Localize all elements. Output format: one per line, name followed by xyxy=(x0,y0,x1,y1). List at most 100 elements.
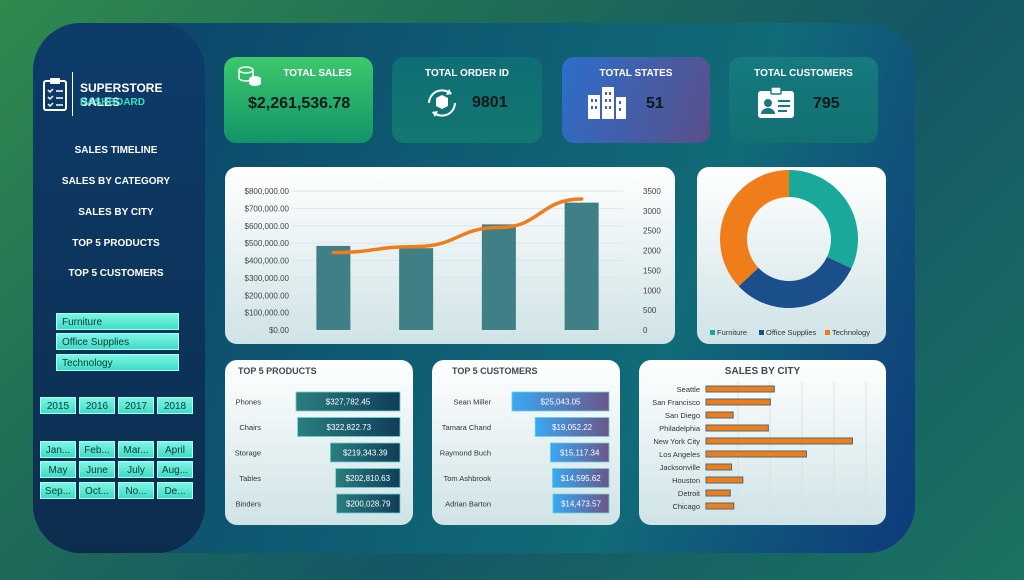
month-slicer-mar[interactable]: Mar... xyxy=(118,441,154,458)
timeline-bar xyxy=(564,202,599,330)
bar xyxy=(297,417,401,437)
month-slicer-feb[interactable]: Feb... xyxy=(79,441,115,458)
month-slicer-may[interactable]: May xyxy=(40,461,76,478)
bar-value-label: $19,052.22 xyxy=(552,423,593,432)
bar-category-label: Raymond Buch xyxy=(440,449,491,458)
city-label: Seattle xyxy=(677,385,700,394)
bar-value-label: $14,595.62 xyxy=(561,474,602,483)
bar xyxy=(330,442,401,463)
bar-category-label: Sean Miller xyxy=(453,398,491,407)
month-slicer-jun[interactable]: June xyxy=(79,461,115,478)
year-slicer-2018[interactable]: 2018 xyxy=(157,397,193,414)
year-slicer-2017[interactable]: 2017 xyxy=(118,397,154,414)
year-slicer-2016[interactable]: 2016 xyxy=(79,397,115,414)
y-tick-label: $500,000.00 xyxy=(245,239,290,248)
category-slicer-technology[interactable]: Technology xyxy=(56,354,179,371)
kpi-total-order-id-label: TOTAL ORDER ID xyxy=(425,68,509,79)
bar-value-label: $219,343.39 xyxy=(343,449,388,458)
y-tick-label: $0.00 xyxy=(269,326,290,335)
timeline-bar xyxy=(316,245,351,330)
y2-tick-label: 3500 xyxy=(643,187,661,196)
bar xyxy=(534,417,610,437)
month-slicer-oct[interactable]: Oct... xyxy=(79,482,115,499)
city-bar xyxy=(705,385,775,393)
kpi-total-states: TOTAL STATES 51 xyxy=(562,57,710,143)
sales-by-city-chart: Seattle San Francisco San Diego Philadelphi… xyxy=(652,382,867,516)
bar-category-label: Binders xyxy=(236,500,262,509)
bar-value-label: $327,782.45 xyxy=(326,398,371,407)
id-card-icon xyxy=(757,86,795,124)
bar xyxy=(335,468,401,488)
kpi-total-customers-value: 795 xyxy=(813,95,840,112)
kpi-total-sales-label: TOTAL SALES xyxy=(283,68,352,79)
timeline-bar xyxy=(399,248,434,330)
nav-sales-timeline[interactable]: SALES TIMELINE xyxy=(74,145,158,156)
month-slicer-aug[interactable]: Aug... xyxy=(157,461,193,478)
city-bar xyxy=(705,476,744,484)
donut-slice xyxy=(720,170,789,287)
legend-label: Furniture xyxy=(717,328,747,337)
legend-label: Technology xyxy=(832,328,870,337)
bar-category-label: Storage xyxy=(235,449,261,458)
kpi-total-order-id: TOTAL ORDER ID 9801 xyxy=(392,57,542,143)
category-slicer-office-supplies[interactable]: Office Supplies xyxy=(56,333,179,350)
clipboard-icon xyxy=(42,76,68,117)
city-bar xyxy=(705,411,734,419)
legend-swatch xyxy=(759,330,764,335)
sales-by-category-chart: Furniture Office Supplies Technology xyxy=(710,170,870,337)
bar-value-label: $202,810.63 xyxy=(346,474,391,483)
nav-sales-by-city[interactable]: SALES BY CITY xyxy=(78,207,154,218)
nav-top-5-products[interactable]: TOP 5 PRODUCTS xyxy=(72,238,160,249)
bar-category-label: Tamara Chand xyxy=(442,423,491,432)
legend-swatch xyxy=(710,330,715,335)
package-cycle-icon xyxy=(423,84,461,127)
city-label: San Francisco xyxy=(652,398,700,407)
city-bar xyxy=(705,424,769,432)
month-slicer-jan[interactable]: Jan... xyxy=(40,441,76,458)
top-5-products-chart: Phones $327,782.45 Chairs $322,822.73 Storag… xyxy=(235,391,401,514)
city-label: San Diego xyxy=(665,411,700,420)
month-slicer-jul[interactable]: July xyxy=(118,461,154,478)
bar xyxy=(511,391,610,412)
brand-subtitle: DASHBOARD xyxy=(80,97,145,108)
top-5-customers-card: TOP 5 CUSTOMERS Sean Miller $25,043.05 Tam… xyxy=(432,360,620,525)
coins-icon xyxy=(238,65,262,92)
donut-slice xyxy=(789,170,858,269)
nav-top-5-customers[interactable]: TOP 5 CUSTOMERS xyxy=(68,268,164,279)
y-tick-label: $100,000.00 xyxy=(245,309,290,318)
month-slicer-sep[interactable]: Sep... xyxy=(40,482,76,499)
y2-tick-label: 2500 xyxy=(643,227,661,236)
city-label: New York City xyxy=(653,437,700,446)
year-slicer-2015[interactable]: 2015 xyxy=(40,397,76,414)
bar xyxy=(336,493,401,514)
bar xyxy=(295,391,401,412)
month-slicer-dec[interactable]: De... xyxy=(157,482,193,499)
timeline-line xyxy=(331,197,584,255)
y2-tick-label: 500 xyxy=(643,306,657,315)
bar-category-label: Chairs xyxy=(239,423,261,432)
y2-tick-label: 3000 xyxy=(643,207,661,216)
sales-by-city-title: SALES BY CITY xyxy=(724,366,801,377)
bar-value-label: $14,473.57 xyxy=(561,500,602,509)
city-bar xyxy=(705,450,807,458)
bar-category-label: Phones xyxy=(236,398,262,407)
kpi-total-customers: TOTAL CUSTOMERS 795 xyxy=(729,57,878,143)
kpi-total-sales-value: $2,261,536.78 xyxy=(248,95,351,112)
legend-swatch xyxy=(825,330,830,335)
y-tick-label: $600,000.00 xyxy=(245,222,290,231)
y-tick-label: $300,000.00 xyxy=(245,274,290,283)
month-slicer-apr[interactable]: April xyxy=(157,441,193,458)
city-label: Philadelphia xyxy=(659,424,701,433)
kpi-total-states-label: TOTAL STATES xyxy=(599,68,673,79)
category-slicer-furniture[interactable]: Furniture xyxy=(56,313,179,330)
sales-by-city-card: SALES BY CITY Seattle San Francisco San Di… xyxy=(639,360,886,525)
top-5-customers-title: TOP 5 CUSTOMERS xyxy=(452,366,538,376)
kpi-total-sales: TOTAL SALES $2,261,536.78 xyxy=(224,57,373,143)
y2-tick-label: 0 xyxy=(643,326,648,335)
y-tick-label: $800,000.00 xyxy=(245,187,290,196)
city-label: Houston xyxy=(672,476,700,485)
donut-slice xyxy=(738,256,852,308)
month-slicer-nov[interactable]: No... xyxy=(118,482,154,499)
nav-sales-by-category[interactable]: SALES BY CATEGORY xyxy=(61,176,171,187)
legend-label: Office Supplies xyxy=(766,328,817,337)
